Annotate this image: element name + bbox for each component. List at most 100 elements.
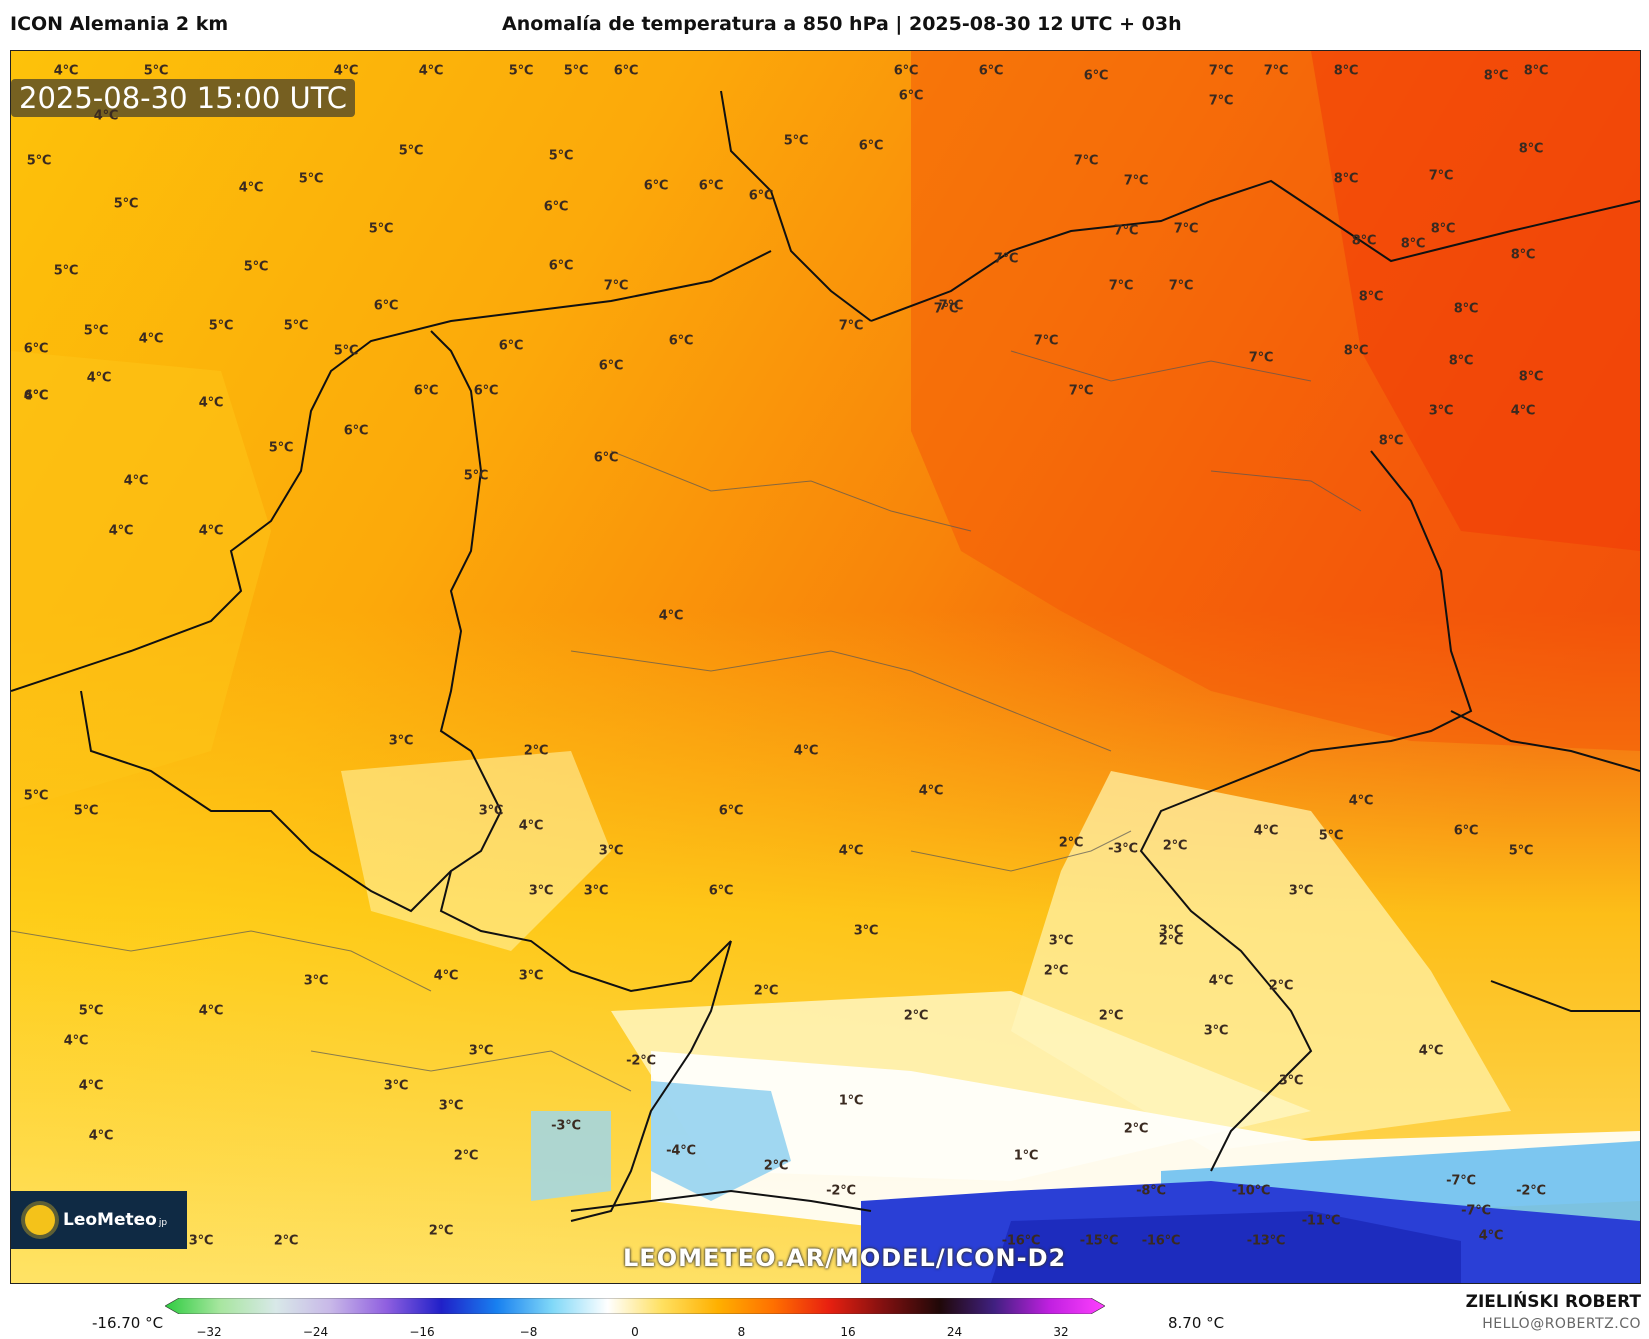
temperature-label: 6°C xyxy=(598,358,624,374)
temperature-label: 4°C xyxy=(63,1033,89,1049)
temperature-label: 5°C xyxy=(73,803,99,819)
model-name: ICON Alemania 2 km xyxy=(10,13,229,35)
temperature-label: 4°C xyxy=(123,473,149,489)
temperature-label: 2°C xyxy=(1158,933,1184,949)
temperature-label: 3°C xyxy=(438,1098,464,1114)
temperature-label: 5°C xyxy=(26,153,52,169)
temperature-label: 6°C xyxy=(373,298,399,314)
temperature-label: 5°C xyxy=(83,323,109,339)
temperature-label: 2°C xyxy=(1058,835,1084,851)
timestamp-badge: 2025-08-30 15:00 UTC xyxy=(11,79,356,117)
temperature-label: 7°C xyxy=(1208,93,1234,109)
temperature-label: 3°C xyxy=(478,803,504,819)
temperature-label: -8°C xyxy=(1136,1183,1166,1199)
colorbar-tick: −16 xyxy=(409,1325,435,1339)
temperature-label: 8°C xyxy=(1518,141,1544,157)
map-title: Anomalía de temperatura a 850 hPa | 2025… xyxy=(502,13,1182,35)
temperature-label: 4°C xyxy=(198,1003,224,1019)
temperature-label: 8°C xyxy=(1333,171,1359,187)
temperature-label: 2°C xyxy=(273,1233,299,1249)
temperature-label: 2°C xyxy=(753,983,779,999)
temperature-label: 4°C xyxy=(1510,403,1536,419)
temperature-label: 8°C xyxy=(1518,369,1544,385)
temperature-label: -16°C xyxy=(1001,1233,1041,1249)
temperature-label: 4°C xyxy=(198,395,224,411)
temperature-label: 3°C xyxy=(598,843,624,859)
temperature-label: 2°C xyxy=(1162,838,1188,854)
temperature-label: -10°C xyxy=(1231,1183,1271,1199)
temperature-label: 3°C xyxy=(1288,883,1314,899)
temperature-label: 5°C xyxy=(23,788,49,804)
colorbar xyxy=(165,1298,1105,1314)
temperature-label: 5°C xyxy=(1508,843,1534,859)
temperature-label: 7°C xyxy=(1248,350,1274,366)
temperature-label: 4°C xyxy=(1253,823,1279,839)
temperature-label: -4°C xyxy=(666,1143,696,1159)
temperature-label: 3°C xyxy=(583,883,609,899)
temperature-label: 8°C xyxy=(1351,233,1377,249)
temperature-label: 4°C xyxy=(53,63,79,79)
temperature-label: 6°C xyxy=(498,338,524,354)
temperature-label: 5°C xyxy=(268,440,294,456)
temperature-label: 4°C xyxy=(418,63,444,79)
temperature-label: 4°C xyxy=(333,63,359,79)
temperature-label: 3°C xyxy=(303,973,329,989)
colorbar-tick: −8 xyxy=(519,1325,538,1339)
temperature-label: 3°C xyxy=(518,968,544,984)
colorbar-tick: −24 xyxy=(302,1325,329,1339)
temperature-label: -2°C xyxy=(626,1053,656,1069)
temperature-label: 8°C xyxy=(1523,63,1549,79)
colorbar-tick: 32 xyxy=(1053,1325,1069,1339)
temperature-label: 7°C xyxy=(1168,278,1194,294)
temperature-label: 5°C xyxy=(143,63,169,79)
temperature-label: 6°C xyxy=(643,178,669,194)
temperature-label: 2°C xyxy=(903,1008,929,1024)
temperature-label: 3°C xyxy=(188,1233,214,1249)
author-email: HELLO@ROBERTZ.CO xyxy=(1482,1316,1641,1332)
temperature-label: 7°C xyxy=(1073,153,1099,169)
logo-suffix: jp xyxy=(158,1218,168,1228)
temperature-label: 7°C xyxy=(1033,333,1059,349)
temperature-label: 4°C xyxy=(78,1078,104,1094)
temperature-label: 2°C xyxy=(1123,1121,1149,1137)
colorbar-tick: 0 xyxy=(631,1325,639,1339)
colorbar-max-label: 8.70 °C xyxy=(1168,1314,1225,1332)
temperature-label: 6°C xyxy=(23,341,49,357)
sun-icon xyxy=(25,1205,55,1235)
temperature-label: -3°C xyxy=(1108,841,1138,857)
temperature-label: 3°C xyxy=(528,883,554,899)
temperature-label: 6°C xyxy=(593,450,619,466)
temperature-label: 4°C xyxy=(23,388,49,404)
temperature-label: 2°C xyxy=(453,1148,479,1164)
map-background xyxy=(11,51,1640,1283)
temperature-label: 8°C xyxy=(1430,221,1456,237)
temperature-label: 5°C xyxy=(53,263,79,279)
temperature-label: 5°C xyxy=(78,1003,104,1019)
temperature-label: 7°C xyxy=(838,318,864,334)
temperature-label: 6°C xyxy=(1083,68,1109,84)
temperature-label: 7°C xyxy=(1428,168,1454,184)
colorbar-tick: −32 xyxy=(196,1325,222,1339)
author-credit: ZIELIŃSKI ROBERT xyxy=(1465,1292,1641,1312)
leometeo-logo[interactable]: LeoMeteo jp xyxy=(11,1191,187,1249)
temperature-label: 5°C xyxy=(783,133,809,149)
temperature-label: 4°C xyxy=(658,608,684,624)
temperature-label: 4°C xyxy=(793,743,819,759)
temperature-label: 6°C xyxy=(698,178,724,194)
temperature-label: 7°C xyxy=(1068,383,1094,399)
temperature-label: 6°C xyxy=(473,383,499,399)
source-watermark: LEOMETEO.AR/MODEL/ICON-D2 xyxy=(623,1244,1067,1272)
temperature-label: 2°C xyxy=(428,1223,454,1239)
temperature-label: 6°C xyxy=(898,88,924,104)
temperature-label: -13°C xyxy=(1246,1233,1286,1249)
temperature-label: 5°C xyxy=(298,171,324,187)
temperature-label: 7°C xyxy=(1173,221,1199,237)
temperature-label: 6°C xyxy=(23,388,49,404)
temperature-label: 6°C xyxy=(613,63,639,79)
temperature-label: 5°C xyxy=(463,468,489,484)
temperature-label: 6°C xyxy=(748,188,774,204)
temperature-label: 8°C xyxy=(1343,343,1369,359)
temperature-label: 4°C xyxy=(138,331,164,347)
temperature-label: 2°C xyxy=(763,1158,789,1174)
temperature-label: 6°C xyxy=(548,258,574,274)
